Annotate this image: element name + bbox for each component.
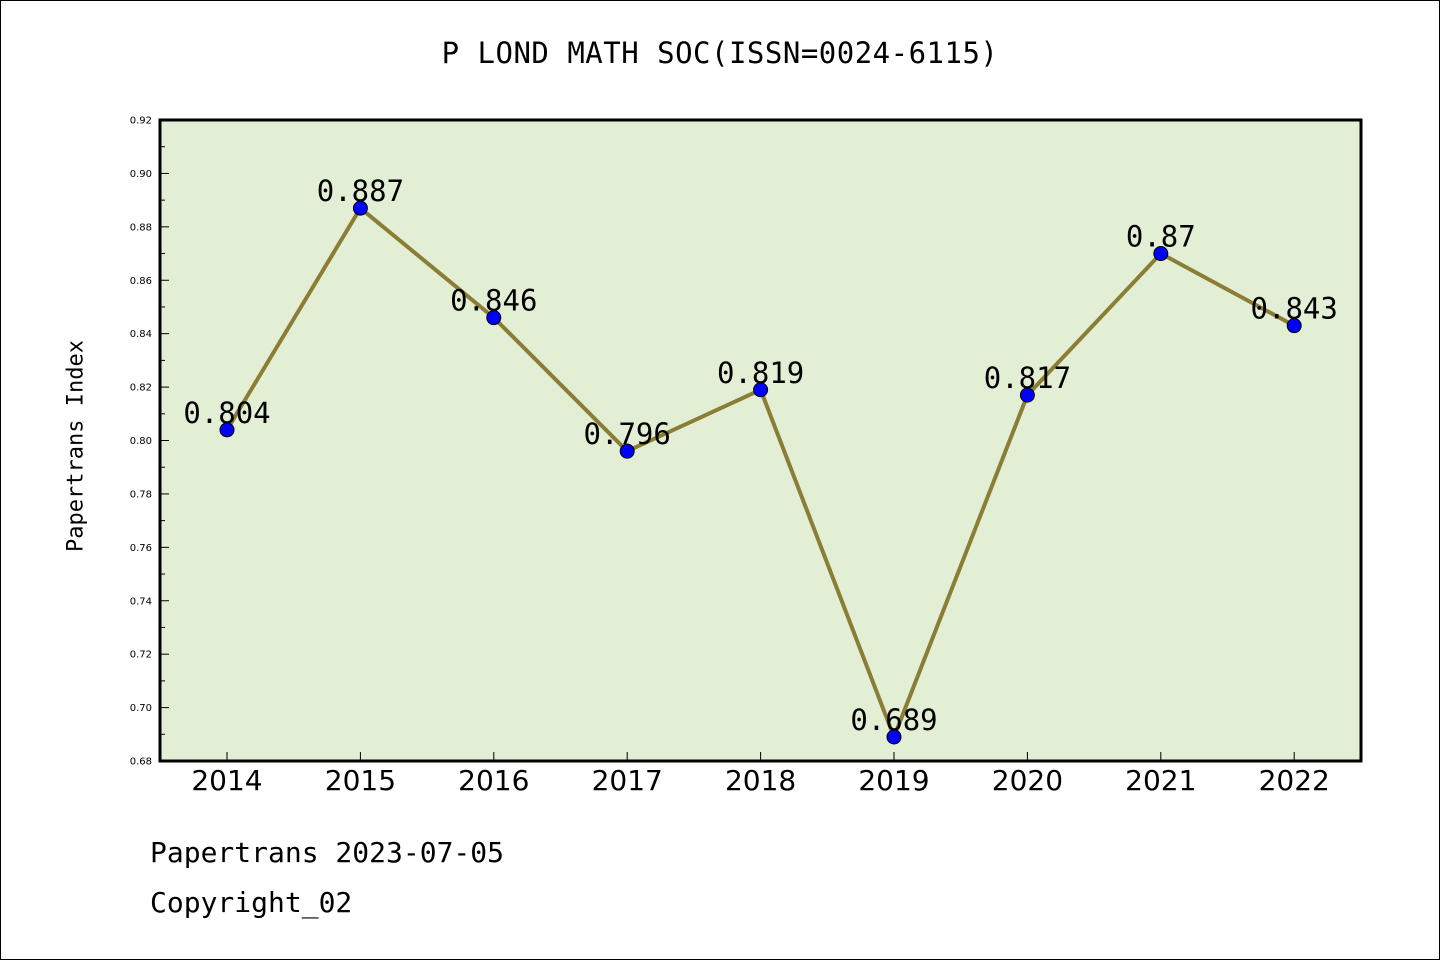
x-tick-label: 2018 — [725, 764, 796, 797]
data-label: 0.796 — [584, 417, 671, 451]
y-tick-label: 0.78 — [130, 489, 152, 500]
data-point — [352, 200, 368, 216]
data-label: 0.846 — [450, 284, 537, 318]
data-label: 0.817 — [984, 361, 1071, 395]
x-tick-label: 2019 — [858, 764, 929, 797]
x-tick-label: 2021 — [1125, 764, 1196, 797]
y-tick-label: 0.76 — [130, 543, 152, 554]
data-label: 0.819 — [717, 356, 804, 390]
y-tick-label: 0.68 — [130, 757, 152, 768]
x-tick-label: 2022 — [1259, 764, 1330, 797]
data-point — [1286, 318, 1302, 334]
data-point — [1153, 246, 1169, 262]
y-tick-label: 0.80 — [130, 436, 152, 447]
y-tick-label: 0.72 — [130, 650, 152, 661]
x-tick-label: 2015 — [325, 764, 396, 797]
y-tick-label: 0.88 — [130, 222, 152, 233]
footer-copyright: Copyright_02 — [150, 886, 353, 919]
y-tick-label: 0.84 — [130, 329, 152, 340]
x-tick-label: 2020 — [992, 764, 1063, 797]
data-label: 0.804 — [183, 396, 270, 430]
x-tick-label: 2017 — [592, 764, 663, 797]
y-tick-label: 0.86 — [130, 276, 152, 287]
data-point — [619, 443, 635, 459]
data-label: 0.843 — [1251, 292, 1338, 326]
data-label: 0.87 — [1126, 220, 1196, 254]
y-tick-label: 0.82 — [130, 383, 152, 394]
y-tick-label: 0.70 — [130, 703, 152, 714]
data-point — [219, 422, 235, 438]
y-tick-label: 0.74 — [130, 596, 152, 607]
plot-area — [160, 120, 1361, 761]
data-point — [1019, 387, 1035, 403]
x-tick-label: 2016 — [458, 764, 529, 797]
data-label: 0.887 — [317, 174, 404, 208]
chart-title: P LOND MATH SOC(ISSN=0024-6115) — [441, 36, 999, 70]
data-label: 0.689 — [850, 703, 937, 737]
y-axis-label: Papertrans Index — [63, 340, 89, 552]
y-tick-label: 0.90 — [130, 169, 152, 180]
plot-border — [158, 118, 1363, 763]
footer-date: Papertrans 2023-07-05 — [150, 836, 505, 869]
data-point — [486, 310, 502, 326]
data-point — [753, 382, 769, 398]
y-tick-label: 0.92 — [130, 116, 152, 127]
data-point — [886, 729, 902, 745]
x-tick-label: 2014 — [191, 764, 262, 797]
